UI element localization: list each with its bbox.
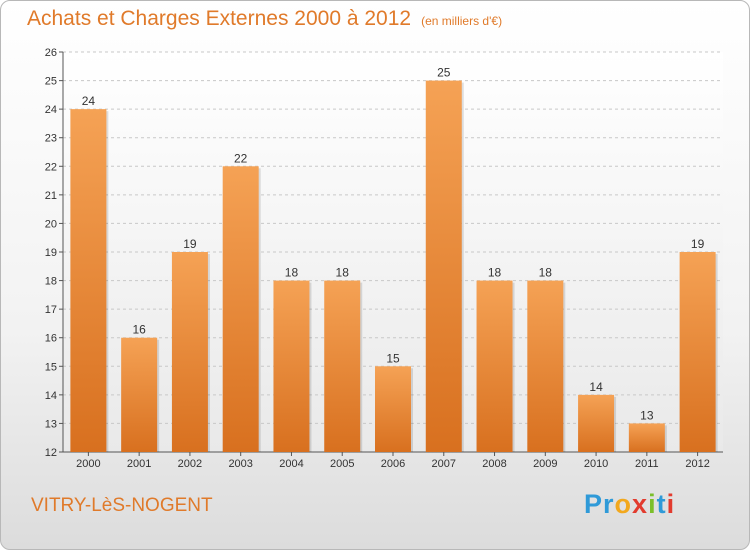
bar-2006 (375, 366, 411, 452)
bar-2004 (273, 280, 310, 452)
y-tick-label: 17 (45, 304, 57, 316)
data-label: 19 (691, 237, 705, 251)
city-name: VITRY-LèS-NOGENT (31, 495, 213, 516)
data-label: 22 (234, 151, 248, 165)
proxiti-logo: Proxiti (584, 489, 675, 520)
x-tick-label: 2008 (482, 458, 506, 470)
x-tick-label: 2006 (381, 458, 405, 470)
y-tick-label: 22 (45, 161, 57, 173)
data-label: 24 (82, 94, 96, 108)
y-tick-label: 15 (45, 361, 57, 373)
bar-2010 (578, 394, 615, 452)
x-tick-label: 2004 (279, 458, 303, 470)
logo-letter: r (603, 489, 615, 519)
logo-letter: x (632, 489, 649, 519)
logo-letter: i (666, 489, 676, 519)
y-tick-label: 13 (45, 418, 57, 430)
y-tick-label: 21 (45, 190, 57, 202)
y-tick-label: 18 (45, 276, 57, 288)
data-label: 13 (640, 408, 654, 422)
y-tick-label: 12 (45, 447, 57, 459)
x-tick-label: 2002 (178, 458, 202, 470)
bar-2011 (628, 423, 665, 452)
data-label: 18 (285, 266, 299, 280)
y-tick-label: 25 (45, 76, 57, 88)
data-label: 16 (132, 323, 146, 337)
logo-letter: t (656, 489, 667, 519)
x-tick-label: 2012 (685, 458, 709, 470)
data-label: 18 (539, 266, 553, 280)
data-label: 14 (589, 380, 603, 394)
bar-2003 (222, 166, 259, 453)
bar-2012 (679, 252, 716, 452)
bar-2007 (425, 80, 462, 453)
data-label: 15 (386, 351, 400, 365)
chart-title: Achats et Charges Externes 2000 à 2012 (e… (27, 7, 502, 31)
y-tick-label: 26 (45, 47, 57, 59)
y-tick-label: 16 (45, 333, 57, 345)
y-tick-label: 24 (45, 104, 57, 116)
logo-letter: o (614, 489, 633, 519)
data-label: 19 (183, 237, 197, 251)
x-tick-label: 2003 (228, 458, 252, 470)
x-tick-label: 2001 (127, 458, 151, 470)
chart-title-text: Achats et Charges Externes 2000 à 2012 (27, 7, 412, 30)
x-tick-label: 2007 (432, 458, 456, 470)
chart-subtitle: (en milliers d'€) (421, 14, 503, 28)
bar-2009 (527, 280, 564, 452)
x-tick-label: 2011 (635, 458, 659, 470)
logo-letter: i (648, 489, 657, 519)
x-tick-label: 2000 (76, 458, 100, 470)
y-tick-label: 14 (45, 390, 57, 402)
bar-2002 (171, 252, 208, 452)
bar-2000 (70, 109, 107, 453)
bar-2005 (324, 280, 361, 452)
y-tick-label: 23 (45, 133, 57, 145)
y-tick-label: 19 (45, 247, 57, 259)
data-label: 18 (488, 266, 502, 280)
x-tick-label: 2010 (584, 458, 608, 470)
logo-letter: P (584, 489, 604, 519)
data-label: 18 (336, 266, 350, 280)
bar-2008 (476, 280, 513, 452)
x-tick-label: 2009 (533, 458, 557, 470)
bar-2001 (121, 337, 158, 452)
data-label: 25 (437, 66, 451, 80)
y-tick-label: 20 (45, 218, 57, 230)
x-tick-label: 2005 (330, 458, 354, 470)
